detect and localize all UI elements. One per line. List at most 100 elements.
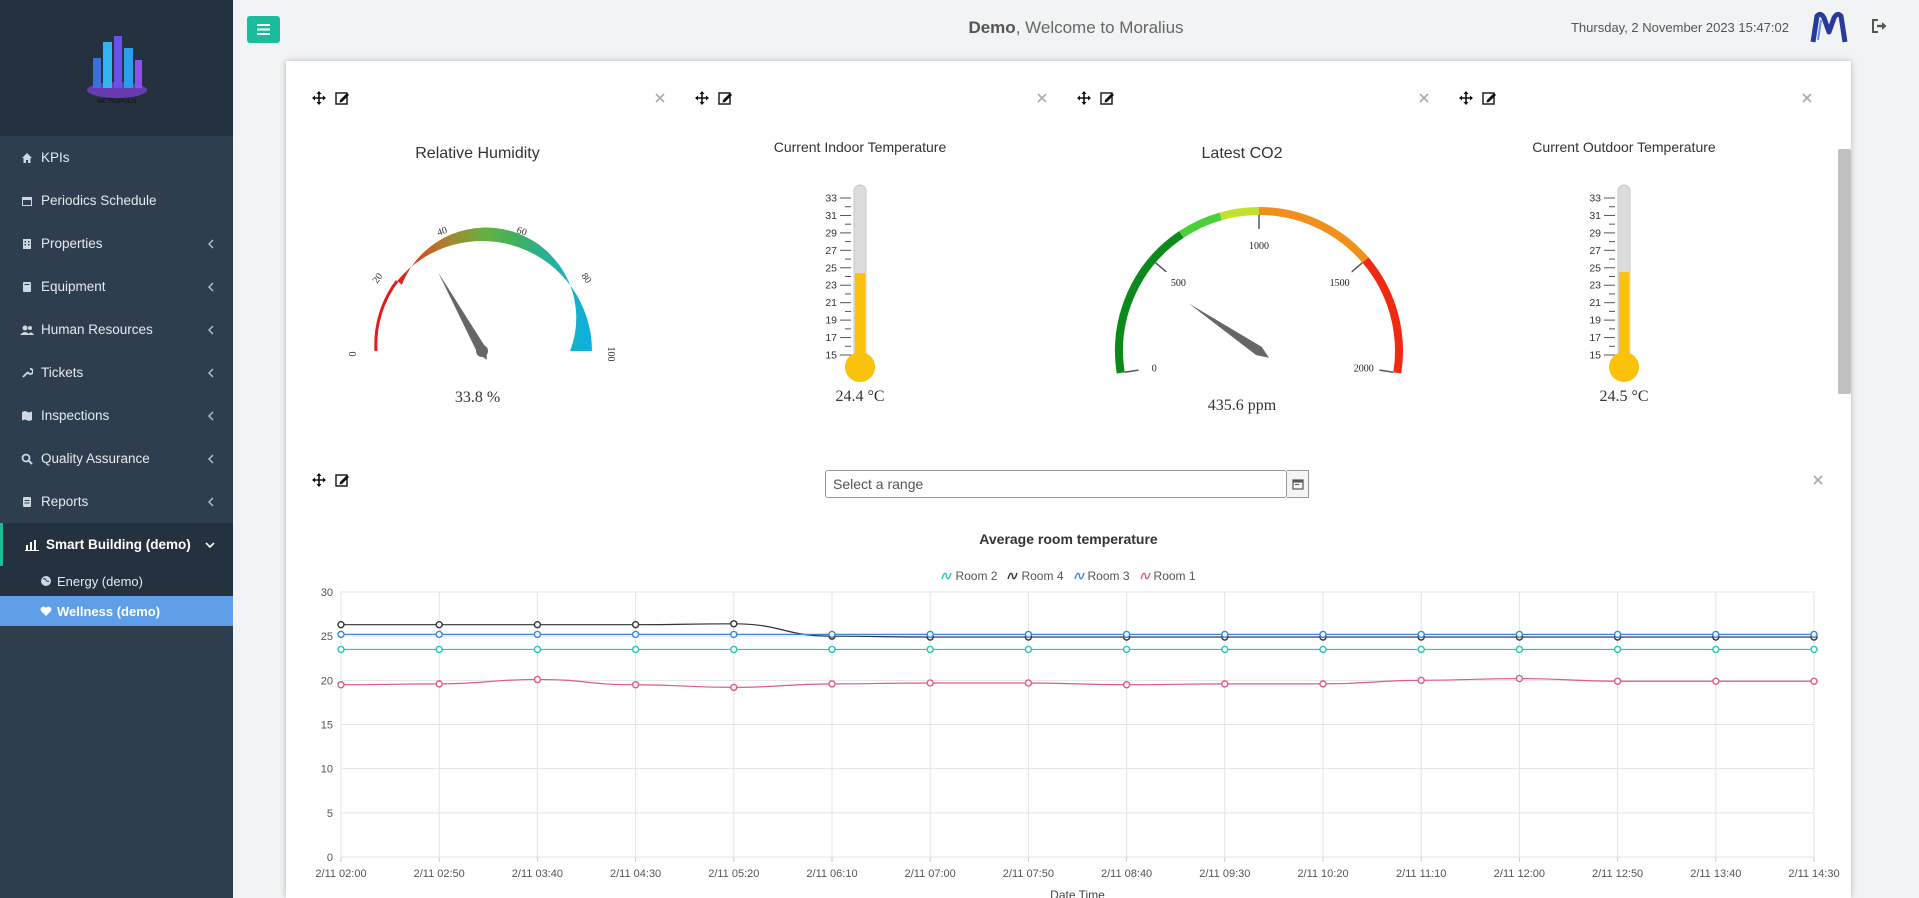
- sidebar-subitem-wellness[interactable]: Wellness (demo): [0, 596, 233, 626]
- chart-xtick-label: 2/11 09:30: [1199, 868, 1250, 880]
- indoor_temp-tick-label: 19: [825, 315, 837, 327]
- close-icon[interactable]: [1803, 94, 1811, 102]
- chart-point: [1811, 646, 1817, 652]
- chart-point: [829, 646, 835, 652]
- widget-toolbar: [695, 91, 1046, 105]
- sidebar-item-kpis[interactable]: KPIs: [0, 136, 233, 179]
- chart-ytick-label: 0: [327, 852, 333, 864]
- humidity-arc-band: [397, 228, 592, 351]
- indoor_temp-tick-label: 27: [825, 245, 837, 257]
- edit-icon[interactable]: [336, 475, 349, 486]
- co2-arc-band: [1365, 260, 1399, 373]
- legend-item[interactable]: Room 3: [1074, 569, 1130, 583]
- logout-icon[interactable]: [1871, 18, 1889, 36]
- sidebar-item-label: Reports: [41, 494, 88, 509]
- chart-xtick-label: 2/11 12:50: [1592, 868, 1643, 880]
- report-icon: [20, 495, 34, 509]
- line-chart: 0 5 10 15 20 25 30 2/11 02:00 2/11 02:50 2/11 03:…: [315, 587, 1839, 898]
- close-icon[interactable]: [1420, 94, 1428, 102]
- legend-swatch-icon: [1007, 571, 1018, 581]
- chevron-left-icon: [207, 495, 215, 510]
- chart-ytick-label: 20: [321, 675, 333, 687]
- legend-label: Room 1: [1154, 569, 1196, 583]
- logo-text: METROPOLIS: [97, 99, 136, 105]
- sidebar-item-properties[interactable]: Properties: [0, 222, 233, 265]
- chart-point: [1124, 646, 1130, 652]
- widget-toolbar: [312, 91, 664, 105]
- chart-point: [731, 684, 737, 690]
- sidebar-item-inspections[interactable]: Inspections: [0, 394, 233, 437]
- chart-point: [1025, 680, 1031, 686]
- chart-point: [633, 622, 639, 628]
- chart-xtick-label: 2/11 11:10: [1396, 868, 1446, 880]
- chart-point: [1025, 646, 1031, 652]
- indoor_temp-thermometer: 33312927252321191715: [825, 185, 875, 382]
- scrollbar[interactable]: [1838, 149, 1851, 394]
- move-icon[interactable]: [1077, 91, 1091, 105]
- outdoor_temp-thermometer: 33312927252321191715: [1589, 185, 1639, 382]
- chart-xtick-label: 2/11 06:10: [806, 868, 857, 880]
- chart-xtick-label: 2/11 02:00: [315, 868, 366, 880]
- indoor_temp-bulb: [845, 352, 875, 382]
- avatar[interactable]: [1809, 10, 1849, 46]
- calendar-button[interactable]: [1287, 470, 1309, 498]
- sidebar-subitem-energy[interactable]: Energy (demo): [0, 566, 233, 596]
- gauge-title-humidity: Relative Humidity: [286, 145, 669, 163]
- outdoor_temp-bulb: [1609, 352, 1639, 382]
- legend-item[interactable]: Room 1: [1140, 569, 1196, 583]
- date-range-input[interactable]: [825, 470, 1287, 498]
- gauge-title-indoor_temp: Current Indoor Temperature: [669, 139, 1051, 155]
- sidebar-item-equipment[interactable]: Equipment: [0, 265, 233, 308]
- edit-icon[interactable]: [336, 93, 349, 104]
- co2-tick: [1352, 263, 1363, 272]
- sidebar-item-quality-assurance[interactable]: Quality Assurance: [0, 437, 233, 480]
- chart-point: [1222, 646, 1228, 652]
- edit-icon[interactable]: [1483, 93, 1496, 104]
- indoor_temp-tick-label: 33: [825, 193, 837, 205]
- co2-tick-label: 1000: [1249, 241, 1269, 252]
- close-icon[interactable]: [1814, 476, 1822, 484]
- nav-list: KPIs Periodics Schedule Properties Equipmen…: [0, 136, 233, 523]
- sidebar-subitem-label: Energy (demo): [57, 574, 143, 589]
- sidebar-subitem-label: Wellness (demo): [57, 604, 160, 619]
- chart-point: [927, 631, 933, 637]
- move-icon[interactable]: [312, 473, 326, 487]
- heart-icon: [40, 605, 52, 617]
- chevron-left-icon: [207, 366, 215, 381]
- move-icon[interactable]: [312, 91, 326, 105]
- legend-item[interactable]: Room 4: [1007, 569, 1063, 583]
- close-icon[interactable]: [1038, 94, 1046, 102]
- chart-legend: Room 2 Room 4 Room 3 Room 1: [286, 569, 1851, 583]
- chart-xtick-label: 2/11 07:00: [905, 868, 956, 880]
- chart-xtick-label: 2/11 04:30: [610, 868, 661, 880]
- sidebar-item-smart-building[interactable]: Smart Building (demo): [0, 523, 233, 566]
- chevron-down-icon: [205, 538, 215, 553]
- chart-point: [1516, 676, 1522, 682]
- sidebar-item-tickets[interactable]: Tickets: [0, 351, 233, 394]
- widget-toolbar: [1077, 91, 1428, 105]
- user-name: Demo: [968, 18, 1015, 37]
- edit-icon[interactable]: [719, 93, 732, 104]
- chart-point: [1811, 631, 1817, 637]
- chart-series-room-4: [338, 621, 1817, 640]
- building-icon: [20, 237, 34, 251]
- sidebar-item-reports[interactable]: Reports: [0, 480, 233, 523]
- legend-item[interactable]: Room 2: [941, 569, 997, 583]
- chart-point: [1713, 678, 1719, 684]
- chart-point: [534, 622, 540, 628]
- chevron-left-icon: [207, 323, 215, 338]
- sidebar-item-periodics-schedule[interactable]: Periodics Schedule: [0, 179, 233, 222]
- gauge-title-co2: Latest CO2: [1051, 145, 1433, 163]
- humidity-arc-low: [376, 281, 397, 351]
- move-icon[interactable]: [695, 91, 709, 105]
- edit-icon[interactable]: [1101, 93, 1114, 104]
- outdoor_temp-tick-label: 15: [1589, 350, 1601, 362]
- sidebar-item-human-resources[interactable]: Human Resources: [0, 308, 233, 351]
- indoor_temp-tick-label: 15: [825, 350, 837, 362]
- chart-point: [534, 631, 540, 637]
- chart-point: [1320, 631, 1326, 637]
- move-icon[interactable]: [1459, 91, 1473, 105]
- chart-point: [534, 676, 540, 682]
- close-icon[interactable]: [656, 94, 664, 102]
- chart-point: [338, 631, 344, 637]
